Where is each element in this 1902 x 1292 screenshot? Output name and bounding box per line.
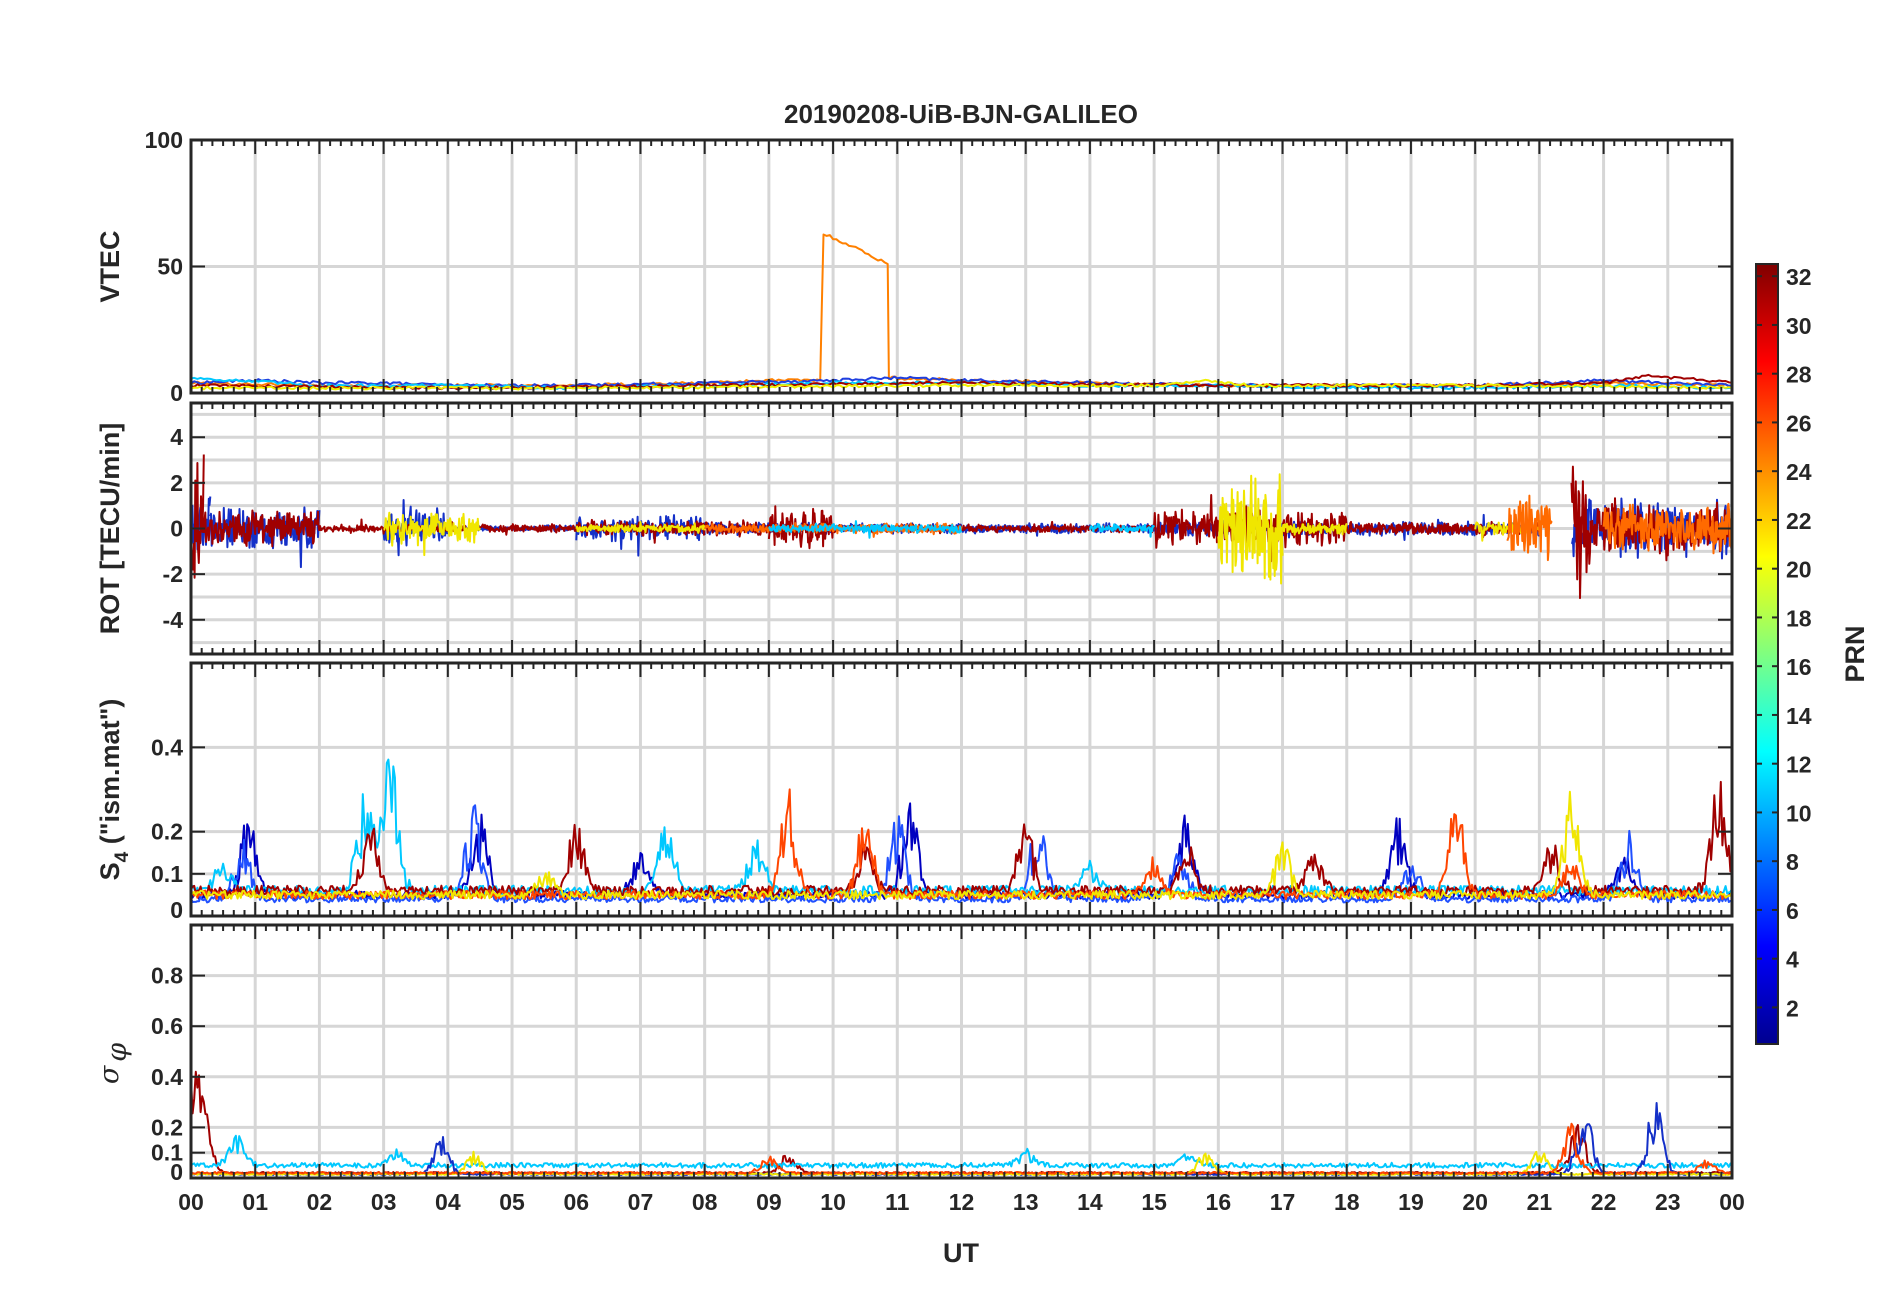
grid — [191, 140, 1732, 393]
x-tick-label: 12 — [949, 1189, 975, 1215]
colorbar-tick-label: 10 — [1786, 800, 1812, 826]
panel-vtec: 0 50 100 VTEC — [95, 127, 1734, 406]
x-tick-label: 08 — [692, 1189, 718, 1215]
colorbar-tick-label: 8 — [1786, 849, 1799, 875]
y-axis-label: σφ — [94, 1043, 133, 1084]
y-axis-label-text: VTEC — [95, 230, 125, 302]
panel-sigma-phi: 00.10.2 0.4 0.6 0.8 σφ — [94, 923, 1734, 1185]
y-axis-label-subscript: 4 — [112, 851, 133, 862]
ticks — [190, 663, 1733, 917]
x-tick-label: 23 — [1655, 1189, 1681, 1215]
x-tick-label: 04 — [435, 1189, 461, 1215]
panel-s4: 0 0.1 0.2 0.4 S4 ("ism.mat") — [95, 661, 1734, 923]
colorbar-tick-label: 14 — [1786, 703, 1812, 729]
y-tick-label: 0.2 — [151, 1114, 183, 1140]
colorbar-tick-label: 4 — [1786, 947, 1799, 973]
y-tick-label: 0.8 — [151, 963, 183, 989]
colorbar-tick-label: 2 — [1786, 995, 1799, 1021]
colorbar-tick-label: 18 — [1786, 605, 1812, 631]
y-tick-label: 0.1 — [151, 1140, 183, 1166]
x-tick-label: 00 — [178, 1189, 204, 1215]
series-group — [191, 758, 1732, 904]
y-tick-label: 50 — [157, 254, 183, 280]
colorbar-tick-label: 22 — [1786, 508, 1812, 534]
colorbar-tick-label: 6 — [1786, 898, 1799, 924]
y-tick-label: 0 — [170, 380, 183, 406]
y-tick-label: 0.6 — [151, 1013, 183, 1039]
y-axis-label-symbol: σ — [94, 1064, 125, 1084]
grid — [191, 663, 1732, 916]
x-tick-label: 22 — [1591, 1189, 1617, 1215]
panel-rot: -4 -2 0 2 4 ROT [TECU/min] — [95, 401, 1734, 656]
x-tick-label: 01 — [242, 1189, 268, 1215]
x-tick-label: 15 — [1141, 1189, 1167, 1215]
x-tick-label: 13 — [1013, 1189, 1039, 1215]
series-line — [383, 473, 1541, 585]
x-tick-label: 18 — [1334, 1189, 1360, 1215]
y-tick-label: 2 — [170, 470, 183, 496]
y-tick-label: 100 — [145, 127, 183, 153]
y-tick-label: 4 — [170, 424, 183, 450]
grid — [191, 925, 1732, 1178]
x-tick-label: 14 — [1077, 1189, 1103, 1215]
ticks — [190, 139, 1733, 394]
y-tick-label: -4 — [163, 607, 184, 633]
ticks — [190, 403, 1733, 654]
x-tick-label: 17 — [1270, 1189, 1296, 1215]
y-tick-label: 0.1 — [151, 861, 183, 887]
x-tick-label: 06 — [563, 1189, 589, 1215]
y-axis-label: VTEC — [95, 230, 125, 302]
ticks — [190, 925, 1733, 1179]
x-tick-label: 05 — [499, 1189, 525, 1215]
y-tick-label: 0 — [170, 516, 183, 542]
colorbar-tick-label: 30 — [1786, 313, 1812, 339]
colorbar-gradient — [1755, 263, 1779, 1045]
y-axis-label: ROT [TECU/min] — [95, 423, 125, 634]
y-axis-label: S4 ("ism.mat") — [95, 699, 133, 881]
y-tick-label: 0.4 — [151, 734, 183, 760]
chart-title: 20190208-UiB-BJN-GALILEO — [784, 99, 1138, 129]
x-tick-label: 02 — [307, 1189, 333, 1215]
x-tick-label: 09 — [756, 1189, 782, 1215]
colorbar-tick-label: 16 — [1786, 654, 1812, 680]
x-tick-label: 00 — [1719, 1189, 1745, 1215]
y-axis-label-text: ROT [TECU/min] — [95, 423, 125, 634]
x-tick-label: 03 — [371, 1189, 397, 1215]
colorbar-tick-label: 24 — [1786, 459, 1812, 485]
x-axis: 00 01 02 03 04 05 06 07 08 09 10 11 12 13 14 15 16 17 18 19… — [178, 1189, 1745, 1215]
y-axis-label-suffix: ("ism.mat") — [95, 699, 125, 852]
x-tick-label: 20 — [1462, 1189, 1488, 1215]
x-tick-label: 10 — [820, 1189, 846, 1215]
y-tick-label: 0 — [170, 897, 183, 923]
colorbar-tick-label: 32 — [1786, 264, 1812, 290]
x-axis-label: UT — [943, 1238, 979, 1268]
x-tick-label: 21 — [1527, 1189, 1553, 1215]
series-group — [191, 454, 1732, 600]
x-tick-label: 07 — [628, 1189, 654, 1215]
x-tick-label: 11 — [885, 1189, 910, 1215]
series-line — [768, 520, 1155, 539]
series-line — [703, 494, 1732, 562]
y-tick-label: 0.2 — [151, 819, 183, 845]
y-tick-label: 0.4 — [151, 1064, 183, 1090]
colorbar-label: PRN — [1840, 625, 1870, 682]
series-line — [191, 790, 1732, 901]
y-tick-label: 0 — [170, 1159, 183, 1185]
y-axis-label-subscript: φ — [102, 1043, 133, 1062]
y-axis-label-text: S — [95, 862, 125, 880]
x-tick-label: 16 — [1206, 1189, 1232, 1215]
y-tick-label: -2 — [163, 561, 183, 587]
colorbar-tick-label: 28 — [1786, 362, 1812, 388]
colorbar-tick-label: 26 — [1786, 410, 1812, 436]
colorbar-tick-label: 12 — [1786, 752, 1812, 778]
colorbar-tick-label: 20 — [1786, 557, 1812, 583]
x-tick-label: 19 — [1398, 1189, 1424, 1215]
